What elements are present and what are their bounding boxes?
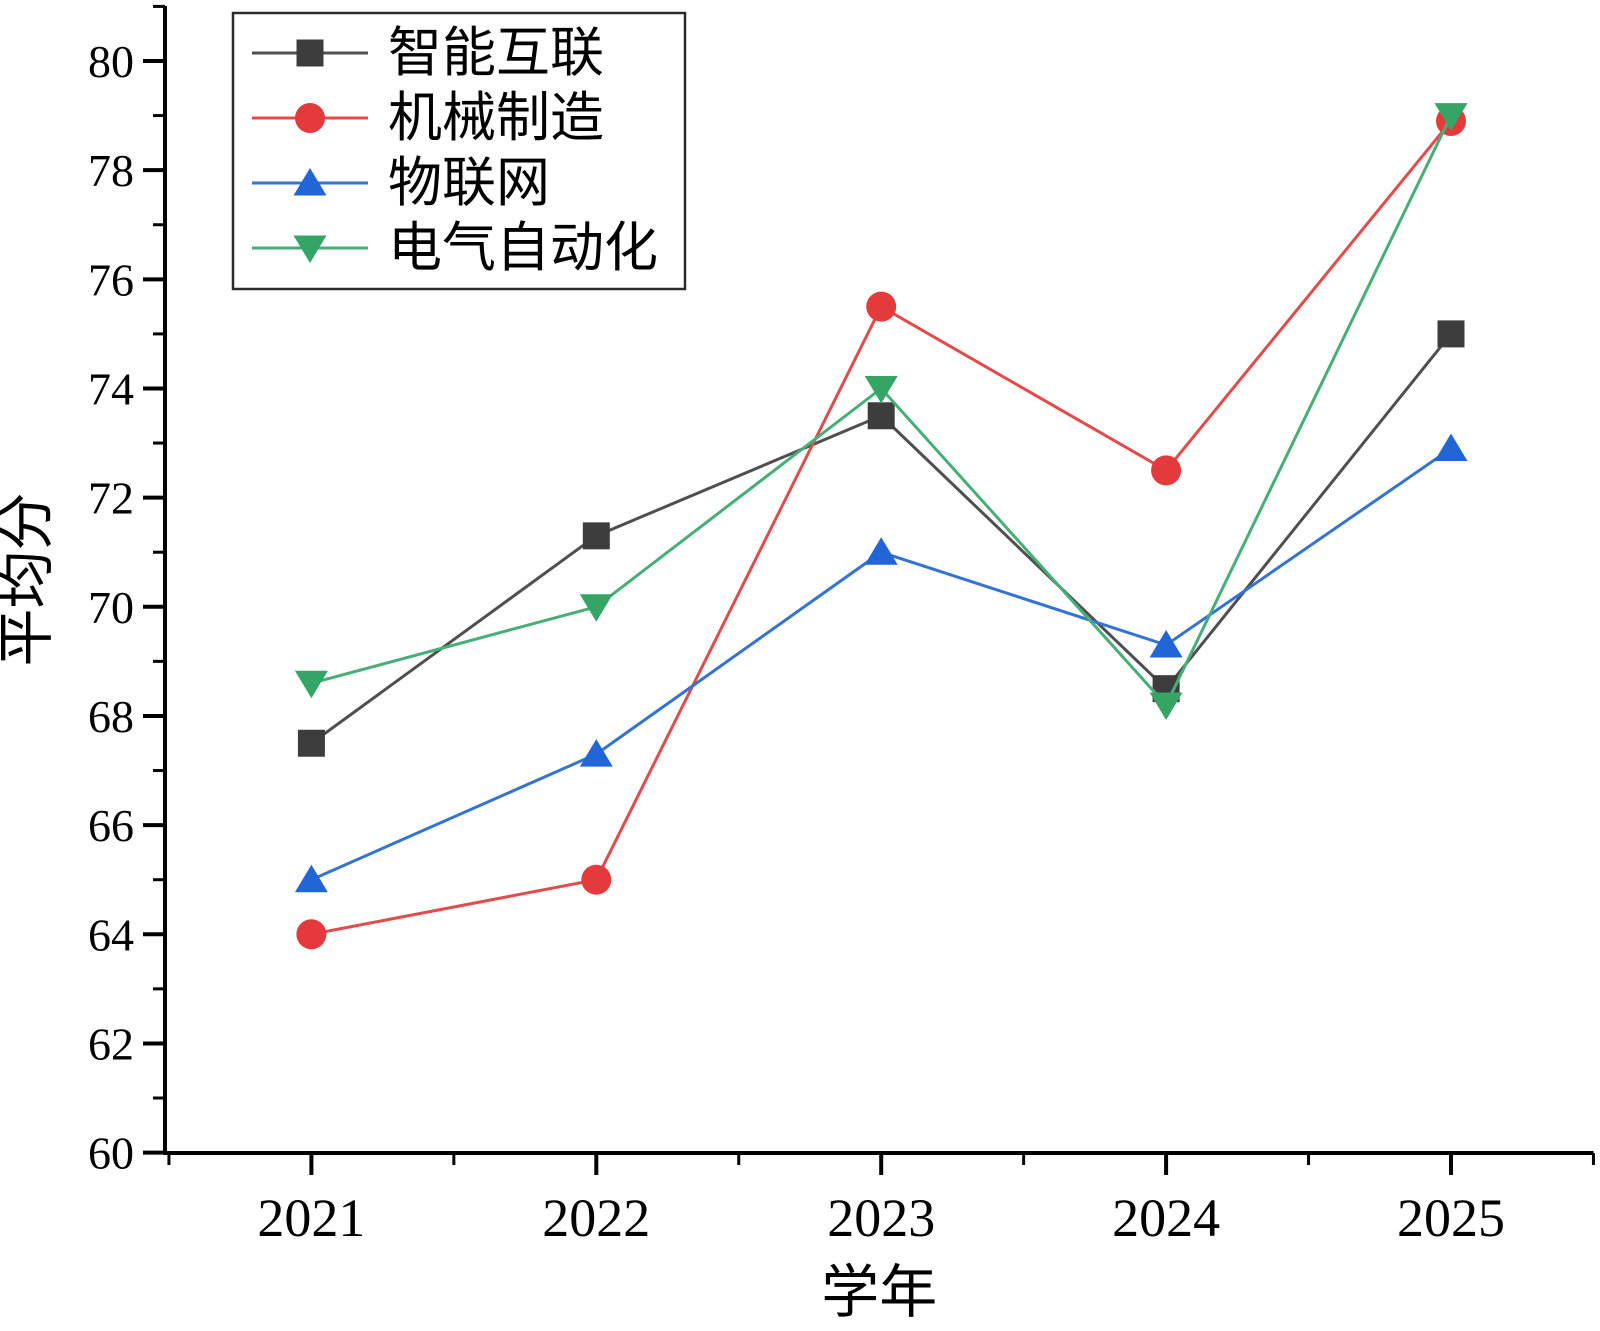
legend-label: 机械制造 bbox=[388, 88, 604, 148]
y-tick-label: 70 bbox=[88, 582, 134, 633]
y-tick-label: 64 bbox=[88, 909, 134, 960]
y-tick-label: 66 bbox=[88, 800, 134, 851]
x-tick-label: 2021 bbox=[257, 1188, 365, 1248]
legend-triangle-down-marker bbox=[293, 235, 327, 263]
x-tick-label: 2023 bbox=[827, 1188, 935, 1248]
y-tick-label: 68 bbox=[88, 691, 134, 742]
series-2-point bbox=[581, 864, 612, 895]
series-4-point bbox=[1149, 692, 1183, 721]
legend-label: 智能互联 bbox=[388, 23, 604, 83]
x-tick-label: 2022 bbox=[542, 1188, 650, 1248]
series-1-point bbox=[582, 522, 610, 550]
legend-circle-marker bbox=[295, 103, 325, 133]
series-2-point bbox=[296, 919, 327, 950]
x-tick-label: 2025 bbox=[1397, 1188, 1505, 1248]
legend-square-marker bbox=[296, 39, 324, 67]
y-tick-label: 72 bbox=[88, 473, 134, 524]
y-tick-label: 78 bbox=[88, 145, 134, 196]
series-3-point bbox=[1434, 433, 1468, 462]
series-3-point bbox=[294, 864, 328, 893]
series-4-point bbox=[294, 670, 328, 699]
y-tick-label: 60 bbox=[88, 1128, 134, 1179]
series-4 bbox=[294, 103, 1468, 721]
series-4-point bbox=[864, 375, 898, 404]
series-4-point bbox=[1434, 103, 1468, 131]
y-tick-label: 80 bbox=[88, 36, 134, 87]
series-4-point bbox=[579, 594, 613, 622]
series-1-point bbox=[297, 729, 325, 757]
series-3 bbox=[294, 433, 1468, 893]
legend-label: 电气自动化 bbox=[388, 218, 658, 278]
legend-label: 物联网 bbox=[388, 153, 550, 213]
series-3-point bbox=[1149, 630, 1183, 658]
series-3-point bbox=[864, 537, 898, 565]
y-tick-label: 74 bbox=[88, 363, 134, 414]
series-3-point bbox=[579, 739, 613, 767]
legend-triangle-up-marker bbox=[293, 168, 327, 196]
series-1-point bbox=[1437, 320, 1465, 348]
y-tick-label: 62 bbox=[88, 1018, 134, 1069]
series-3-line bbox=[310, 447, 1452, 882]
series-1-point bbox=[867, 402, 895, 430]
series-2-point bbox=[1151, 455, 1182, 486]
y-axis-title: 平均分 bbox=[0, 492, 59, 666]
y-tick-label: 76 bbox=[88, 254, 134, 305]
series-2-point bbox=[866, 291, 897, 322]
x-tick-label: 2024 bbox=[1112, 1188, 1220, 1248]
x-axis-title: 学年 bbox=[821, 1260, 937, 1325]
